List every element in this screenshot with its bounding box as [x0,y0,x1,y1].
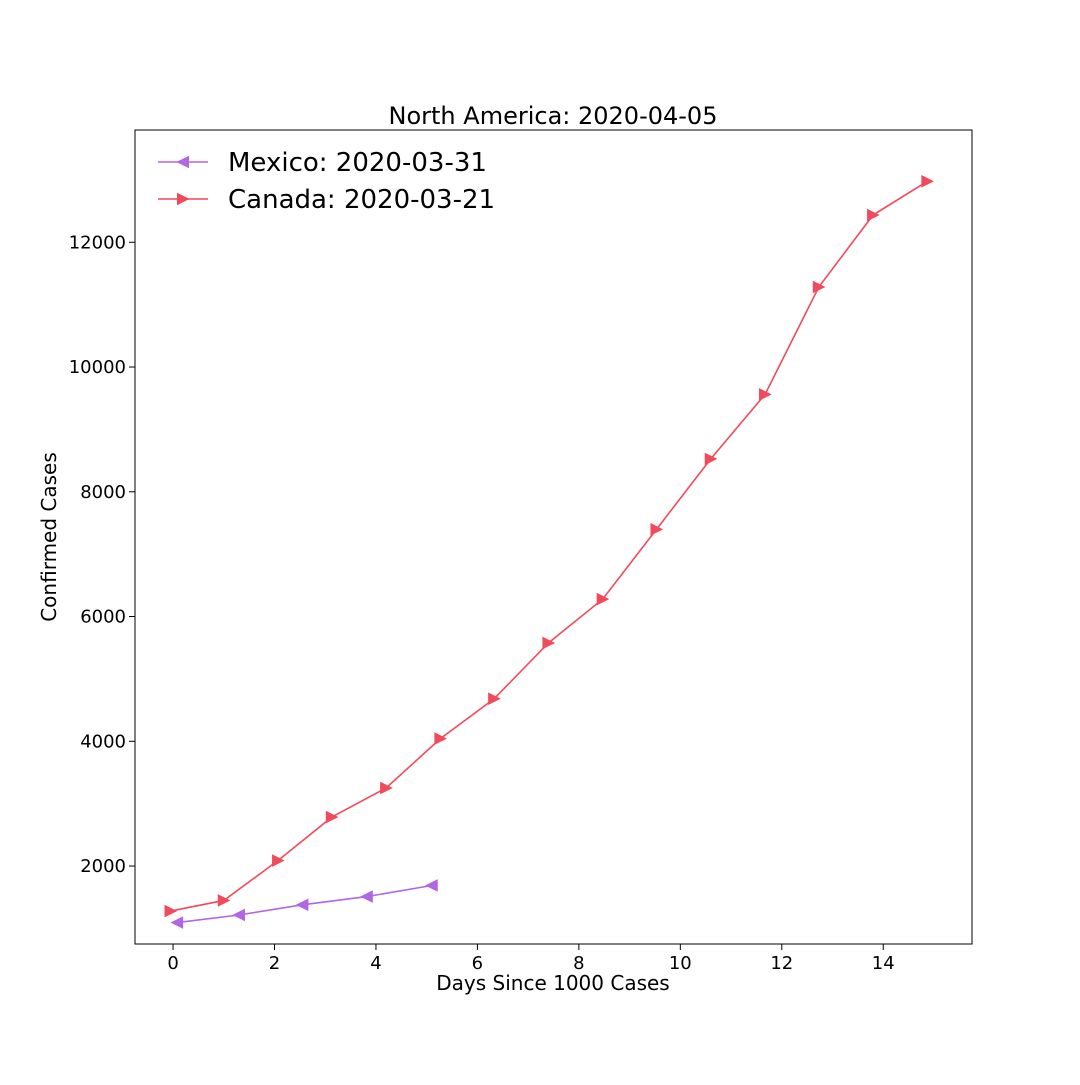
canada-data-point [704,452,718,466]
x-tick-label: 12 [770,953,793,974]
legend-canada-label: Canada: 2020-03-21 [228,185,495,215]
canada-data-point [325,810,339,824]
mexico-data-point [425,879,438,892]
y-axis-label: Confirmed Cases [37,452,61,622]
mexico-data-point [360,890,373,903]
y-tick-label: 6000 [80,607,126,628]
legend-canada-marker [177,192,190,206]
mexico-data-point [295,898,309,912]
canada-data-point [542,636,556,650]
y-tick-label: 4000 [80,731,126,752]
legend: Mexico: 2020-03-31 Canada: 2020-03-21 [158,148,495,215]
canada-data-point [812,280,826,294]
x-tick-label: 14 [872,953,895,974]
plot-area-frame [134,129,973,945]
x-tick-label: 2 [269,953,280,974]
y-tick-label: 2000 [80,856,126,877]
x-tick-label: 10 [669,953,692,974]
canada-data-point [488,692,501,706]
canada-data-point [272,854,285,867]
y-tick-label: 8000 [80,482,126,503]
mexico-data-point [232,908,245,922]
legend-mexico-marker [176,155,189,169]
canada-data-point [596,592,610,606]
mexico-series [170,879,438,929]
chart-title: North America: 2020-04-05 [389,102,718,130]
y-tick-label: 10000 [69,357,126,378]
canada-data-point [164,904,178,918]
canada-series [164,174,934,918]
x-tick-label: 8 [573,953,584,974]
y-tick-label: 12000 [69,232,126,253]
legend-mexico-label: Mexico: 2020-03-31 [228,148,487,178]
x-axis-label: Days Since 1000 Cases [436,971,669,995]
canada-data-point [759,388,772,401]
axis-ticks: 0 2 4 6 8 10 12 14 2000 4000 6000 8000 10000 12000 [69,232,895,974]
canada-data-point [380,781,393,795]
series-layer [164,174,934,929]
x-tick-label: 4 [370,953,381,974]
canada-data-point [867,208,880,222]
canada-data-point [650,523,664,536]
x-tick-label: 6 [472,953,483,974]
canada-data-point [434,732,447,745]
x-tick-label: 0 [167,953,178,974]
canada-data-point [921,174,934,188]
mexico-data-point [170,916,184,929]
canada-data-point [217,894,231,907]
